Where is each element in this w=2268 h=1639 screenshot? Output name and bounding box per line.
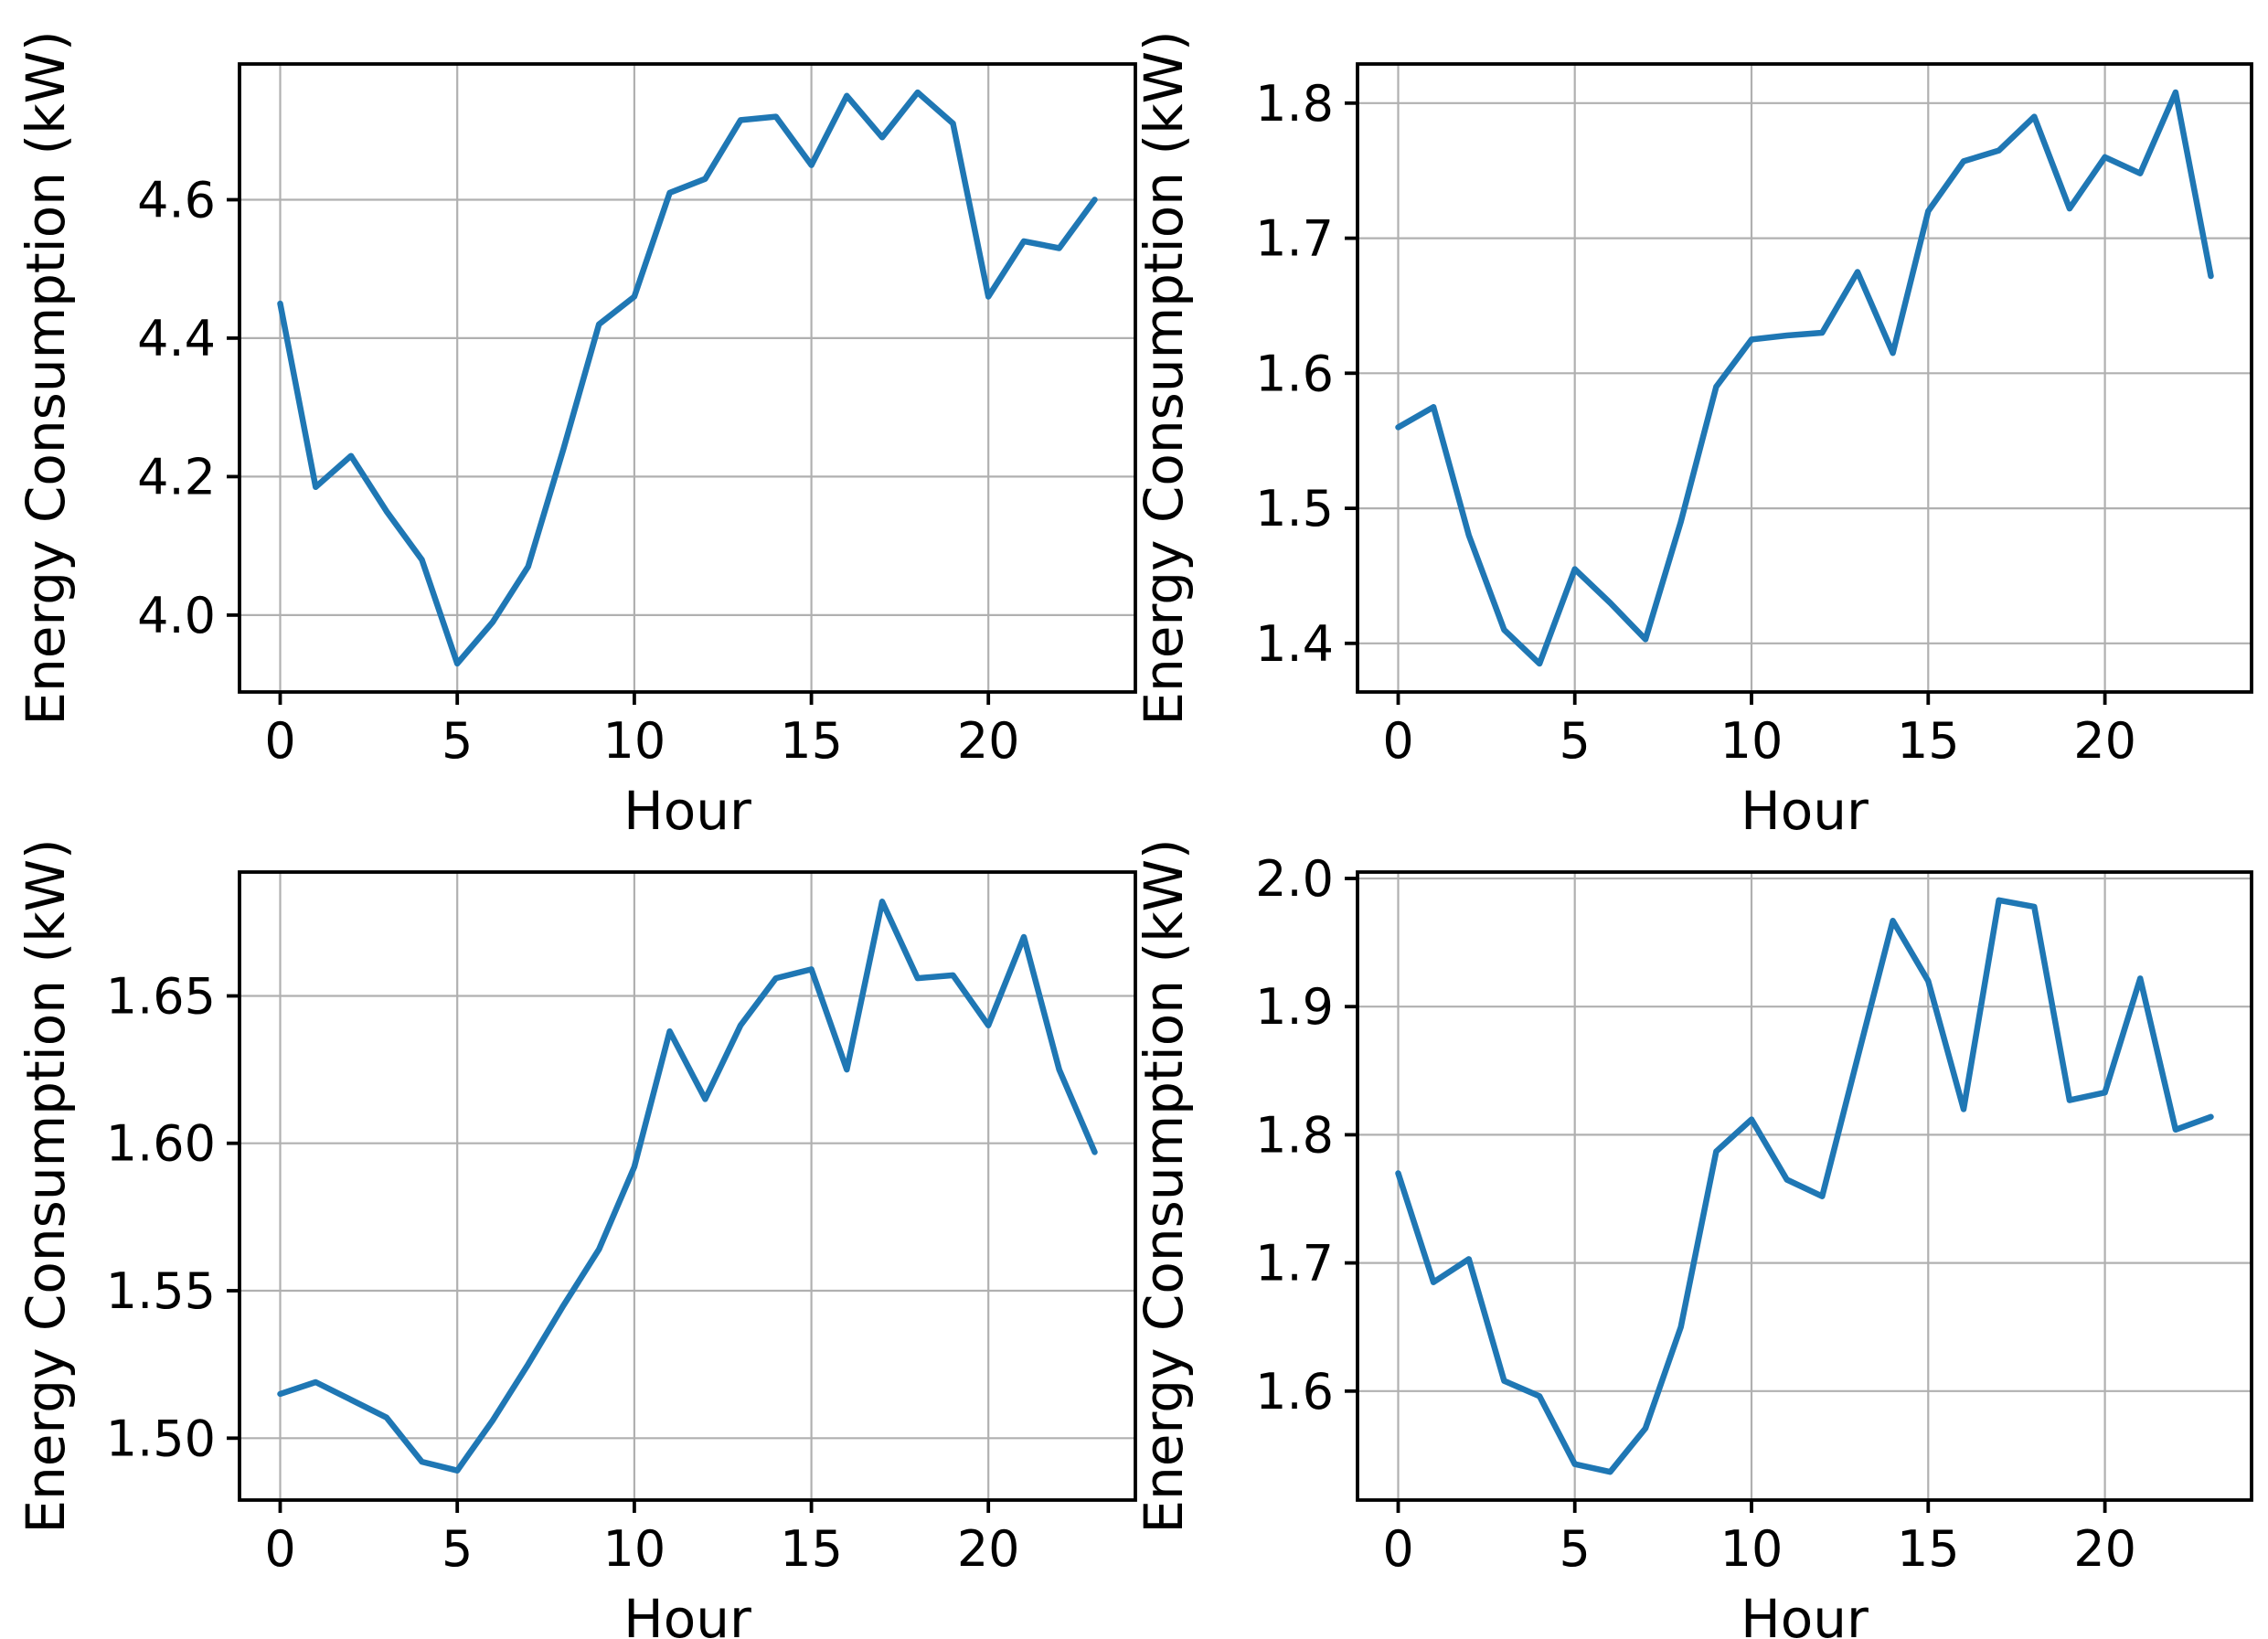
energy-consumption-line	[1395, 89, 2214, 667]
y-tick-label: 1.6	[1255, 1363, 1334, 1421]
y-tick-label: 4.4	[137, 310, 216, 367]
y-tick-label: 4.0	[137, 587, 216, 644]
x-axis-label: Hour	[1741, 1588, 1869, 1639]
y-tick-label: 1.8	[1255, 1106, 1334, 1164]
subplot-bottom-left: 1.50 1.55 1.60 1.65 0 5 10 15 20 Hour Energy Consu…	[15, 838, 1137, 1639]
y-axis-label: Energy Consumption (kW)	[1133, 30, 1195, 725]
y-axis-label: Energy Consumption (kW)	[15, 838, 77, 1533]
x-tick-label: 10	[603, 712, 666, 770]
y-tick-label: 1.5	[1255, 480, 1334, 537]
y-tick-label: 4.6	[137, 172, 216, 229]
x-tick-label: 5	[1560, 712, 1591, 770]
x-tick-label: 0	[264, 1520, 295, 1578]
axes-frame	[238, 62, 1137, 694]
x-tick-label: 0	[1382, 712, 1413, 770]
x-axis-label: Hour	[1741, 780, 1869, 842]
x-tick-label: 15	[780, 1520, 843, 1578]
x-tick-label: 10	[1720, 1520, 1784, 1578]
subplot-bottom-right: 1.6 1.7 1.8 1.9 2.0 0 5 10 15 20 Hour Energy Consum…	[1133, 838, 2253, 1639]
energy-consumption-line	[277, 899, 1098, 1474]
x-tick-label: 15	[780, 712, 843, 770]
axes-frame	[1356, 870, 2253, 1502]
energy-consumption-line	[1395, 897, 2214, 1475]
x-axis-label: Hour	[623, 780, 751, 842]
y-tick-label: 1.6	[1255, 345, 1334, 402]
x-tick-label: 0	[1382, 1520, 1413, 1578]
y-tick-label: 1.8	[1255, 75, 1334, 133]
subplot-top-right: 1.4 1.5 1.6 1.7 1.8 0 5 10 15 20 Hour Energy Consum…	[1133, 30, 2253, 842]
x-axis-label: Hour	[623, 1588, 751, 1639]
y-tick-label: 1.50	[106, 1410, 216, 1467]
y-tick-label: 1.65	[106, 968, 216, 1026]
y-tick-label: 1.7	[1255, 1235, 1334, 1293]
y-tick-label: 4.2	[137, 448, 216, 506]
x-tick-label: 5	[442, 1520, 473, 1578]
x-tick-label: 15	[1897, 1520, 1960, 1578]
x-tick-label: 20	[957, 712, 1020, 770]
x-tick-label: 10	[1720, 712, 1784, 770]
x-tick-label: 15	[1897, 712, 1960, 770]
y-tick-label: 1.60	[106, 1115, 216, 1173]
axes-frame	[1356, 62, 2253, 694]
y-tick-label: 1.7	[1255, 210, 1334, 268]
axes-frame	[238, 870, 1137, 1502]
y-tick-label: 2.0	[1255, 850, 1334, 908]
y-tick-label: 1.9	[1255, 978, 1334, 1036]
y-tick-label: 1.4	[1255, 615, 1334, 673]
x-tick-label: 20	[957, 1520, 1020, 1578]
subplot-top-left: 4.0 4.2 4.4 4.6 0 5 10 15 20 Hour Energy Consumpti…	[15, 30, 1137, 842]
x-tick-label: 0	[264, 712, 295, 770]
x-tick-label: 5	[1560, 1520, 1591, 1578]
energy-consumption-line	[277, 89, 1098, 667]
x-tick-label: 20	[2073, 712, 2136, 770]
x-tick-label: 20	[2073, 1520, 2136, 1578]
y-tick-label: 1.55	[106, 1262, 216, 1320]
y-axis-label: Energy Consumption (kW)	[15, 30, 77, 725]
y-axis-label: Energy Consumption (kW)	[1133, 838, 1195, 1533]
x-tick-label: 10	[603, 1520, 666, 1578]
x-tick-label: 5	[442, 712, 473, 770]
